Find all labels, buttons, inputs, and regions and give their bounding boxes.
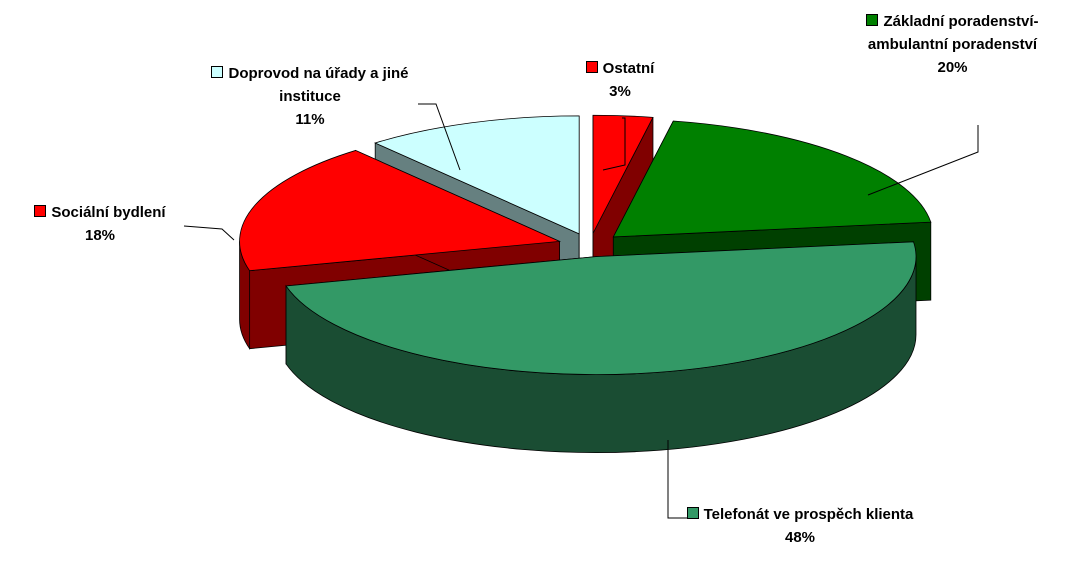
value-label: 48%: [784, 529, 816, 546]
legend-swatch: [585, 61, 598, 73]
value-label: 3%: [609, 83, 631, 100]
category-label: Telefonát ve prospěch klienta: [703, 506, 914, 523]
data-label: Ostatní 3%: [560, 57, 680, 103]
legend-swatch: [34, 205, 47, 217]
value-label: 20%: [937, 59, 968, 76]
slice-top: [239, 150, 562, 272]
leader-line: [183, 225, 235, 241]
value-label: 18%: [84, 227, 116, 244]
legend-swatch: [866, 14, 879, 26]
legend-swatch: [686, 507, 699, 519]
slice-top: [374, 115, 580, 235]
data-label: Sociální bydlení 18%: [0, 201, 200, 247]
slice-top: [285, 241, 917, 375]
legend-swatch: [211, 66, 224, 78]
category-label: Doprovod na úřady a jiné instituce: [228, 65, 409, 105]
category-label: Sociální bydlení: [51, 204, 166, 221]
slice-top: [592, 114, 654, 234]
leader-line: [867, 125, 979, 196]
category-label: Ostatní: [602, 60, 655, 77]
slice: [285, 241, 917, 453]
leader-line: [418, 103, 461, 171]
leader-line: [667, 440, 688, 519]
data-label: Základní poradenství-ambulantní poradens…: [860, 10, 1045, 79]
value-label: 11%: [295, 111, 325, 128]
data-label: Telefonát ve prospěch klienta 48%: [680, 503, 920, 549]
category-label: Základní poradenství-ambulantní poradens…: [867, 13, 1039, 53]
data-label: Doprovod na úřady a jiné instituce 11%: [190, 62, 430, 131]
slice-top: [612, 120, 932, 238]
leader-line: [602, 117, 626, 171]
